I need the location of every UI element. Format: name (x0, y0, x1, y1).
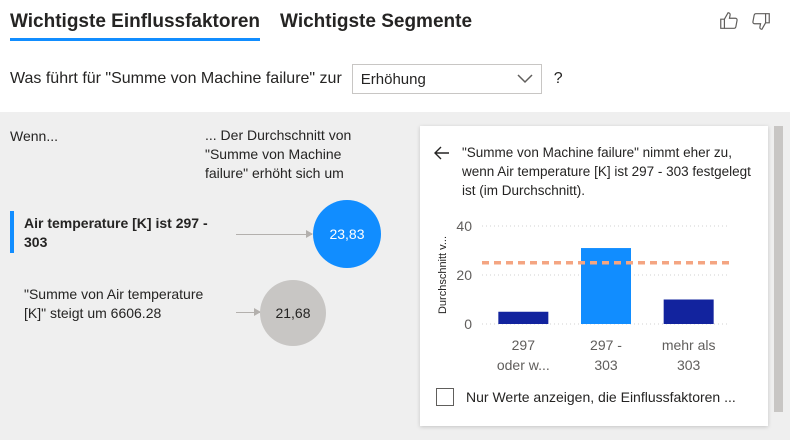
influencers-panel: Wenn... ... Der Durchschnitt von "Summe … (0, 112, 790, 440)
question-text: Was führt für "Summe von Machine failure… (10, 70, 342, 87)
bubble-value-2: 21,68 (275, 305, 311, 321)
detail-bar-chart: 0 20 40 Durchschnitt v... 297 oder w... 297 - 3… (437, 218, 730, 373)
dropdown-value: Erhöhung (360, 70, 426, 88)
influence-bubble-2[interactable]: 21,68 (260, 280, 326, 346)
chart-bar (498, 311, 549, 324)
arrow-connector (236, 230, 313, 238)
factor-label-1[interactable]: Air temperature [K] ist 297 - 303 (24, 215, 208, 250)
x-tick-label: 297 - (590, 337, 622, 353)
arrow-connector (236, 308, 261, 316)
detail-card: "Summe von Machine failure" nimmt eher z… (420, 126, 768, 426)
y-axis-label: Durchschnitt v... (437, 236, 449, 314)
x-tick-label: 297 (512, 337, 536, 353)
factor-label-2[interactable]: "Summe von Air temperature [K]" steigt u… (24, 286, 204, 321)
chevron-down-icon (517, 74, 533, 84)
chart-bar (663, 299, 714, 324)
x-tick-label: 303 (594, 357, 618, 373)
thumbs-down-icon[interactable] (750, 10, 772, 32)
x-tick-label: mehr als (662, 337, 716, 353)
thumbs-up-icon[interactable] (718, 10, 740, 32)
tab-top-segments[interactable]: Wichtigste Segmente (280, 11, 473, 32)
feedback-group (718, 10, 772, 32)
scrollbar[interactable] (774, 126, 783, 412)
y-tick-label: 20 (456, 267, 472, 283)
tab-bar: Wichtigste Einflussfaktoren Wichtigste S… (10, 8, 492, 42)
tab-key-influencers[interactable]: Wichtigste Einflussfaktoren (10, 8, 261, 41)
filter-checkbox[interactable] (436, 388, 454, 406)
checkbox-label: Nur Werte anzeigen, die Einflussfaktoren… (466, 389, 736, 405)
when-label: Wenn... (10, 128, 58, 144)
question-row: Was führt für "Summe von Machine failure… (10, 64, 563, 94)
help-icon[interactable]: ? (553, 70, 563, 87)
direction-dropdown[interactable]: Erhöhung (351, 64, 542, 94)
influence-bubble-1[interactable]: 23,83 (313, 200, 381, 268)
average-label: ... Der Durchschnitt von "Summe von Mach… (205, 127, 352, 181)
chart-bar (581, 248, 631, 324)
back-arrow-icon[interactable] (434, 144, 450, 165)
x-tick-label: oder w... (497, 357, 550, 373)
x-tick-label: 303 (677, 357, 701, 373)
bubble-value-1: 23,83 (329, 226, 365, 242)
detail-description: "Summe von Machine failure" nimmt eher z… (462, 145, 751, 198)
y-tick-label: 40 (456, 218, 472, 234)
filter-checkbox-row[interactable]: Nur Werte anzeigen, die Einflussfaktoren… (436, 388, 736, 406)
selected-indicator (10, 211, 14, 253)
y-tick-label: 0 (464, 316, 472, 332)
